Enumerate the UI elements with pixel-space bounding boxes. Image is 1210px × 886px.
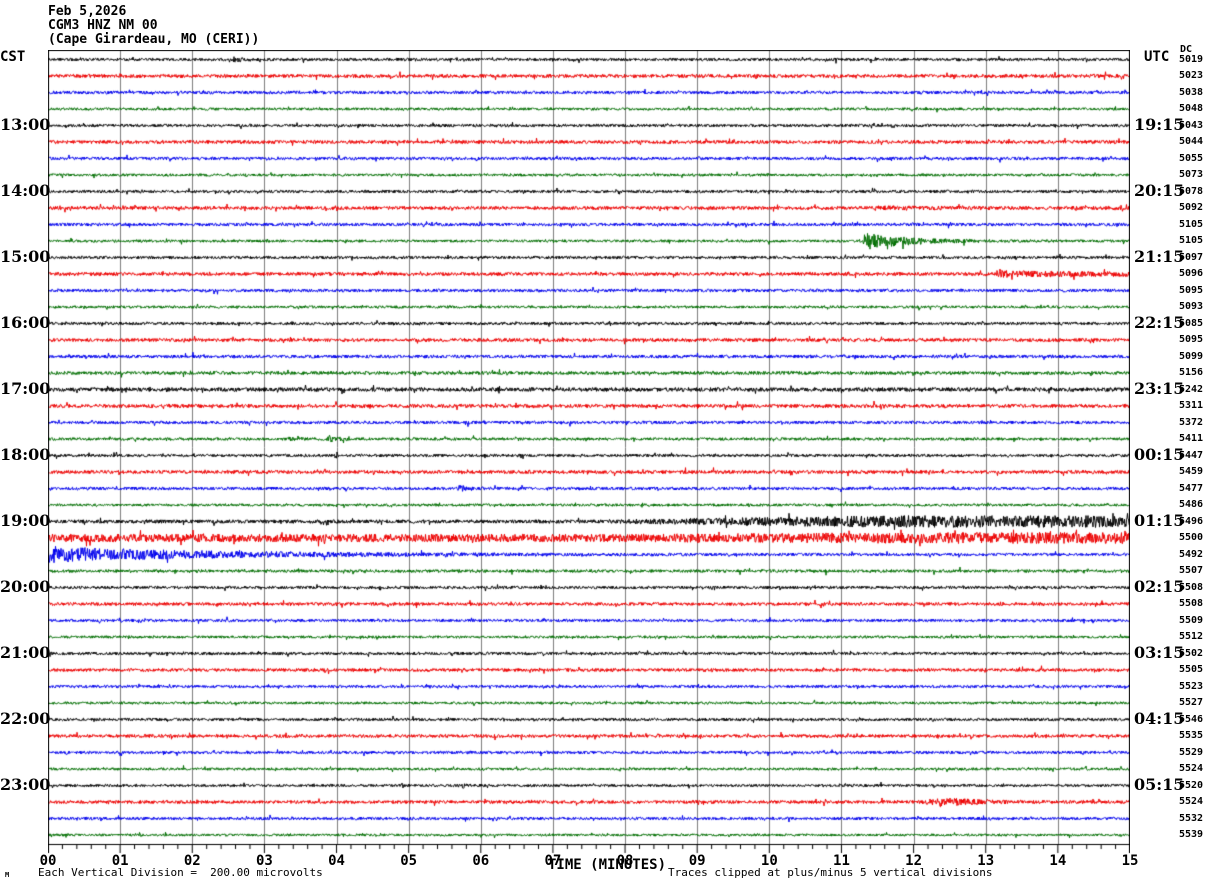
dc-value: 5048 xyxy=(1179,103,1204,114)
watermark: M xyxy=(5,871,10,879)
dc-value: 5043 xyxy=(1179,119,1204,131)
dc-value: 5459 xyxy=(1179,466,1204,477)
cst-hour-label: 19:00 xyxy=(0,510,51,530)
utc-header: UTC xyxy=(1144,49,1170,65)
dc-value: 5411 xyxy=(1179,433,1204,444)
dc-value: 5505 xyxy=(1179,664,1204,675)
dc-value: 5529 xyxy=(1179,746,1204,758)
seismogram-plot xyxy=(48,50,1130,856)
dc-value: 5311 xyxy=(1179,400,1204,411)
title-station: CGM3 HNZ NM 00 xyxy=(48,18,158,33)
dc-value: 5535 xyxy=(1179,730,1204,741)
dc-value: 5500 xyxy=(1179,532,1204,543)
cst-hour-label: 22:00 xyxy=(0,708,51,728)
cst-hour-label: 16:00 xyxy=(0,312,51,332)
dc-value: 5055 xyxy=(1179,152,1204,164)
dc-value: 5093 xyxy=(1179,301,1204,312)
x-tick-label: 14 xyxy=(1049,853,1067,869)
dc-value: 5546 xyxy=(1179,713,1204,725)
dc-value: 5073 xyxy=(1179,169,1204,180)
cst-hour-label: 23:00 xyxy=(0,774,51,794)
dc-value: 5532 xyxy=(1179,812,1204,824)
dc-value: 5508 xyxy=(1179,598,1204,609)
cst-hour-label: 20:00 xyxy=(0,576,51,596)
x-tick-label: 12 xyxy=(905,853,923,869)
dc-value: 5520 xyxy=(1179,779,1204,791)
title-date: Feb 5,2026 xyxy=(48,4,127,19)
dc-value: 5156 xyxy=(1179,367,1204,378)
utc-hour-label: 21:15 xyxy=(1134,246,1185,266)
x-tick-label: 00 xyxy=(39,853,57,869)
x-tick-label: 01 xyxy=(111,853,129,869)
dc-value: 5023 xyxy=(1179,70,1204,81)
dc-value: 5105 xyxy=(1179,218,1204,230)
utc-hour-label: 23:15 xyxy=(1134,378,1185,398)
x-tick-label: 02 xyxy=(183,853,201,869)
dc-header: DC xyxy=(1180,44,1193,55)
dc-value: 5508 xyxy=(1179,581,1204,593)
scale-note: Each Vertical Division = 200.00 microvol… xyxy=(38,866,323,879)
dc-value: 5447 xyxy=(1179,449,1204,461)
x-tick-label: 03 xyxy=(255,853,273,869)
dc-value: 5486 xyxy=(1179,499,1204,510)
dc-value: 5496 xyxy=(1179,515,1204,527)
utc-hour-label: 22:15 xyxy=(1134,312,1185,332)
dc-value: 5095 xyxy=(1179,284,1204,296)
dc-value: 5242 xyxy=(1179,383,1204,395)
dc-value: 5019 xyxy=(1179,53,1204,65)
x-tick-label: 07 xyxy=(544,853,562,869)
dc-value: 5078 xyxy=(1179,185,1204,197)
dc-value: 5527 xyxy=(1179,697,1204,708)
x-tick-label: 05 xyxy=(400,853,418,869)
clip-note: Traces clipped at plus/minus 5 vertical … xyxy=(668,866,993,879)
cst-hour-label: 21:00 xyxy=(0,642,51,662)
cst-hour-label: 17:00 xyxy=(0,378,51,398)
dc-value: 5523 xyxy=(1179,680,1204,692)
dc-value: 5097 xyxy=(1179,251,1204,263)
x-axis-title: TIME (MINUTES) xyxy=(548,857,667,873)
utc-hour-label: 20:15 xyxy=(1134,180,1185,200)
x-tick-label: 08 xyxy=(616,853,634,869)
dc-value: 5099 xyxy=(1179,350,1204,362)
x-tick-label: 04 xyxy=(328,853,345,869)
dc-value: 5509 xyxy=(1179,614,1204,626)
dc-value: 5524 xyxy=(1179,796,1204,807)
utc-hour-label: 00:15 xyxy=(1134,444,1185,464)
cst-hour-label: 15:00 xyxy=(0,246,51,266)
dc-value: 5477 xyxy=(1179,482,1204,494)
dc-value: 5492 xyxy=(1179,548,1204,560)
x-tick-label: 11 xyxy=(833,853,850,869)
dc-value: 5512 xyxy=(1179,631,1204,642)
dc-value: 5095 xyxy=(1179,334,1204,345)
utc-hour-label: 04:15 xyxy=(1134,708,1185,728)
x-tick-label: 13 xyxy=(977,853,995,869)
x-tick-label: 09 xyxy=(688,853,706,869)
dc-value: 5092 xyxy=(1179,202,1204,213)
dc-value: 5372 xyxy=(1179,416,1204,428)
utc-hour-label: 05:15 xyxy=(1134,774,1185,794)
x-tick-label: 06 xyxy=(472,853,490,869)
dc-value: 5085 xyxy=(1179,317,1204,329)
dc-value: 5044 xyxy=(1179,136,1204,147)
cst-header: CST xyxy=(0,49,26,65)
dc-value: 5038 xyxy=(1179,86,1204,98)
utc-hour-label: 03:15 xyxy=(1134,642,1185,662)
dc-value: 5507 xyxy=(1179,565,1204,576)
x-tick-label: 10 xyxy=(760,853,778,869)
dc-value: 5539 xyxy=(1179,829,1204,840)
dc-value: 5502 xyxy=(1179,647,1204,659)
title-location: (Cape Girardeau, MO (CERI)) xyxy=(48,32,260,47)
dc-value: 5096 xyxy=(1179,268,1204,279)
utc-hour-label: 02:15 xyxy=(1134,576,1185,596)
cst-hour-label: 14:00 xyxy=(0,180,51,200)
x-tick-label: 15 xyxy=(1121,853,1139,869)
utc-hour-label: 19:15 xyxy=(1134,114,1185,134)
cst-hour-label: 18:00 xyxy=(0,444,51,464)
dc-value: 5105 xyxy=(1179,235,1204,246)
utc-hour-label: 01:15 xyxy=(1134,510,1185,530)
cst-hour-label: 13:00 xyxy=(0,114,51,134)
dc-value: 5524 xyxy=(1179,763,1204,774)
